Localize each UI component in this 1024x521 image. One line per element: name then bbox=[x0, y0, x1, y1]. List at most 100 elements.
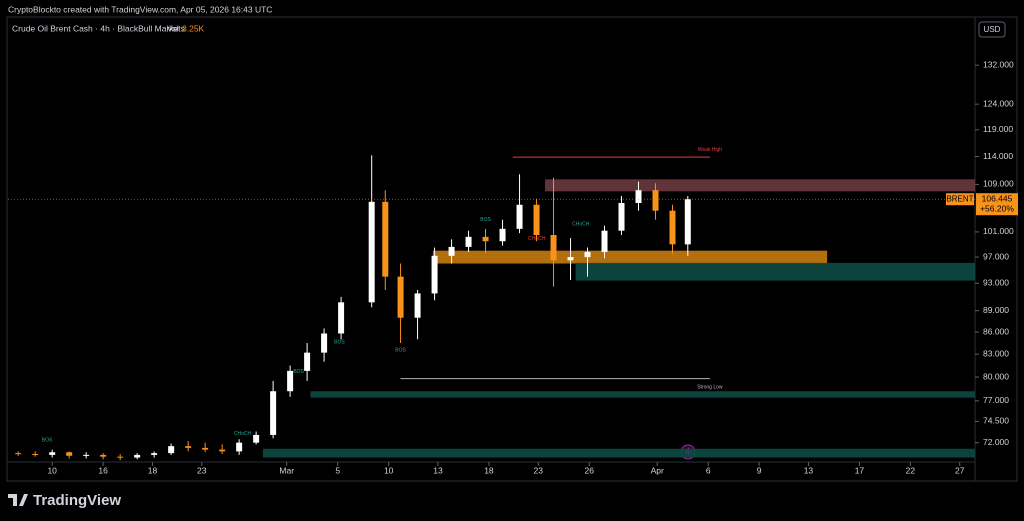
candle-body bbox=[151, 453, 158, 455]
candle-body bbox=[168, 446, 175, 454]
x-tick-label: 22 bbox=[906, 465, 916, 475]
candle-body bbox=[100, 454, 107, 457]
x-tick-label: 16 bbox=[98, 465, 108, 475]
x-tick-label: 26 bbox=[584, 465, 594, 475]
x-tick-label: 5 bbox=[335, 465, 340, 475]
candle-body bbox=[202, 447, 209, 450]
credit: CryptoBlockto created with TradingView.c… bbox=[8, 4, 272, 14]
volume-value: 3.25K bbox=[182, 23, 205, 33]
plot: 132.000 124.000 119.000 114.000 109.000 101.0… bbox=[8, 59, 1018, 475]
candle-body bbox=[414, 293, 421, 318]
annotation: Strong Low bbox=[697, 385, 723, 391]
y-tick-label: 132.000 bbox=[983, 59, 1014, 69]
last-price-box bbox=[976, 193, 1018, 216]
candle-body bbox=[134, 454, 141, 458]
candle-body bbox=[516, 204, 523, 229]
x-tick-label: 18 bbox=[148, 465, 158, 475]
candle-body bbox=[185, 446, 192, 448]
logo: TradingView bbox=[8, 492, 121, 509]
candle-body bbox=[219, 449, 226, 452]
candle-body bbox=[304, 352, 311, 371]
x-tick-label: Apr bbox=[651, 465, 664, 475]
annotation: BOS bbox=[293, 369, 304, 375]
candle-body bbox=[253, 434, 260, 443]
x-tick-label: 10 bbox=[384, 465, 394, 475]
candle-body bbox=[635, 190, 642, 204]
candle-body bbox=[550, 235, 557, 261]
volume-label: Vol bbox=[167, 23, 179, 33]
candle-body bbox=[431, 255, 438, 294]
x-tick-label: 13 bbox=[804, 465, 814, 475]
x-tick-label: 18 bbox=[484, 465, 494, 475]
annotation: CHoCH bbox=[234, 431, 252, 437]
x-tick-label: 10 bbox=[47, 465, 57, 475]
x-tick-label: 6 bbox=[706, 465, 711, 475]
currency-box[interactable] bbox=[978, 21, 1006, 38]
annotation: BOS bbox=[480, 217, 491, 223]
y-tick-label: 83.000 bbox=[983, 348, 1009, 358]
x-tick-label: 9 bbox=[757, 465, 762, 475]
annotation: BOS bbox=[334, 340, 345, 346]
candle-body bbox=[684, 199, 691, 245]
y-tick-label: 86.000 bbox=[983, 326, 1009, 336]
x-tick-label: 13 bbox=[433, 465, 443, 475]
candle-body bbox=[66, 452, 73, 456]
last-price: 106.445 bbox=[982, 193, 1013, 203]
zone bbox=[575, 262, 975, 281]
candle-body bbox=[567, 257, 574, 261]
candle-body bbox=[321, 333, 328, 353]
candle-body bbox=[618, 203, 625, 231]
y-tick-label: 89.000 bbox=[983, 305, 1009, 315]
x-tick-label: 27 bbox=[955, 465, 965, 475]
zone bbox=[310, 391, 975, 398]
symbol-box bbox=[946, 193, 974, 206]
candle-body bbox=[482, 236, 489, 242]
y-tick-label: 119.000 bbox=[983, 124, 1013, 134]
annotation: BOS bbox=[395, 348, 406, 354]
y-tick-label: 80.000 bbox=[983, 371, 1009, 381]
last-change: +56.20% bbox=[980, 203, 1014, 213]
annotation: BOS bbox=[42, 437, 53, 443]
chart-frame bbox=[6, 16, 1018, 482]
candle-body bbox=[117, 456, 124, 458]
zone bbox=[545, 179, 975, 192]
candle-body bbox=[499, 228, 506, 242]
candle-body bbox=[83, 454, 90, 456]
candle-body bbox=[368, 201, 375, 303]
logo-mark bbox=[8, 494, 28, 506]
candle-body bbox=[669, 210, 676, 245]
zone bbox=[262, 448, 976, 458]
zone bbox=[432, 250, 828, 264]
currency[interactable]: USD bbox=[984, 25, 1001, 34]
y-tick-label: 97.000 bbox=[983, 251, 1009, 261]
brand: TradingView bbox=[33, 492, 121, 509]
candle-body bbox=[652, 190, 659, 211]
x-tick-label: 23 bbox=[197, 465, 207, 475]
candle-body bbox=[584, 251, 591, 258]
x-tick-label: Mar bbox=[279, 465, 294, 475]
chart-title: Crude Oil Brent Cash · 4h · BlackBull Ma… bbox=[12, 23, 185, 33]
x-tick-label: 23 bbox=[534, 465, 544, 475]
candle-body bbox=[448, 246, 455, 256]
y-tick-label: 93.000 bbox=[983, 278, 1009, 288]
candle-body bbox=[382, 201, 389, 277]
y-tick-label: 77.000 bbox=[983, 395, 1009, 405]
candle-body bbox=[15, 453, 22, 455]
candle-body bbox=[465, 236, 472, 247]
candle-body bbox=[287, 370, 294, 392]
candle-body bbox=[236, 442, 243, 452]
y-tick-label: 72.000 bbox=[983, 437, 1009, 447]
y-tick-label: 74.500 bbox=[983, 416, 1009, 426]
y-tick-label: 114.000 bbox=[983, 151, 1013, 161]
candle-body bbox=[397, 276, 404, 318]
candle-body bbox=[32, 454, 39, 456]
y-tick-label: 101.000 bbox=[983, 226, 1014, 236]
annotation: CHoCH bbox=[572, 221, 590, 227]
annotation: Weak High bbox=[698, 147, 723, 153]
annotation: CHoCH bbox=[528, 236, 546, 242]
x-tick-label: 17 bbox=[855, 465, 865, 475]
y-tick-label: 109.000 bbox=[983, 179, 1014, 189]
candle-body bbox=[270, 391, 277, 435]
